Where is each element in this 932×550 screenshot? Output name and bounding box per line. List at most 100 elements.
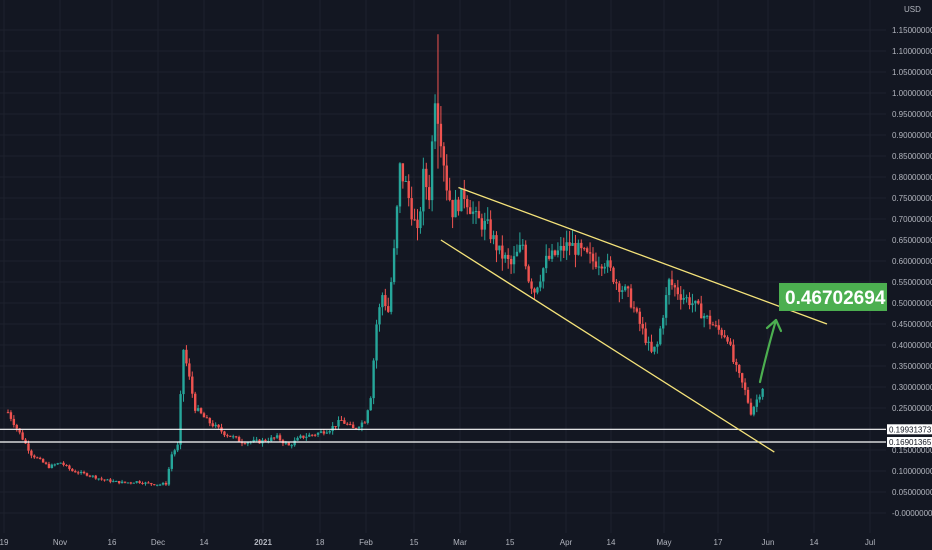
x-tick-label: 14 [810,538,819,547]
candle-body [416,219,419,229]
candle-body [392,248,396,283]
candle-body [272,437,276,439]
candle-body [694,300,697,304]
trendline[interactable] [458,186,828,325]
candle-body [430,141,434,201]
x-tick-label: Jun [762,538,775,547]
candle-body [676,287,680,295]
currency-label: USD [904,5,921,14]
candle-body [79,471,83,473]
candle-body [158,484,162,486]
candle-body [109,479,112,482]
candle-body [761,388,764,397]
candle-body [749,402,753,415]
candle-body [629,288,633,308]
candle-body [229,435,232,437]
y-tick-label: 0.65000000 [892,236,932,245]
candle-body [588,252,592,254]
x-tick-label: 2021 [254,538,272,547]
candle-body [94,475,97,479]
candle-body [97,478,100,480]
horizontal-levels[interactable]: 0.19931373 0.16901365 [0,424,932,448]
candle-body [103,479,106,481]
candle-body [653,346,656,352]
candle-body [44,462,48,464]
candle-body [650,341,653,352]
x-tick-label: May [656,538,671,547]
candle-body [179,394,182,445]
trendline[interactable] [440,239,775,453]
candle-body [30,450,33,456]
candle-body [226,435,229,437]
candle-body [755,399,758,407]
y-tick-label: 0.85000000 [892,152,932,161]
candle-body [50,464,54,468]
candle-body [91,475,95,477]
x-tick-label: Nov [53,538,67,547]
candle-body [217,424,220,428]
candle-body [720,329,723,336]
x-tick-label: Jul [865,538,875,547]
candle-body [74,471,77,473]
candle-body [483,220,486,230]
candle-body [670,279,674,286]
candle-body [673,285,677,288]
candle-body [141,483,144,485]
candle-body [623,286,627,291]
price-axis[interactable]: 1.15000000 1.10000000 1.05000000 1.00000000… [892,26,932,518]
candle-body [284,442,288,444]
trendlines[interactable] [440,186,828,453]
candle-body [126,482,130,484]
candle-body [106,479,109,481]
level-tag-label: 0.16901365 [889,438,932,447]
y-tick-label: 1.00000000 [892,89,932,98]
candle-body [738,364,741,374]
y-tick-label: 1.10000000 [892,47,932,56]
y-tick-label: 0.10000000 [892,467,932,476]
candle-body [360,422,364,428]
candle-body [656,344,659,347]
y-tick-label: 0.75000000 [892,194,932,203]
candle-body [419,211,422,229]
candle-body [527,266,530,282]
candle-body [6,412,10,414]
candle-body [117,480,121,484]
candle-body [205,417,209,419]
candle-body [732,344,735,363]
candle-body [580,242,583,249]
candle-body [752,406,756,415]
arrow-head-icon [765,318,783,333]
candle-body [199,408,203,414]
candle-body [88,475,92,477]
candle-body [334,426,337,428]
candle-body [621,290,624,292]
candle-body [68,465,71,469]
candle-body [565,242,568,251]
candle-body [425,168,428,188]
candle-body [27,443,30,451]
y-tick-label: 0.80000000 [892,173,932,182]
candle-body [328,431,331,433]
candle-body [223,431,226,436]
candles [6,34,764,487]
candle-body [454,199,457,218]
candle-body [340,420,343,422]
candle-body [711,324,715,326]
candle-body [194,393,197,411]
candle-body [659,328,662,345]
candle-body [202,413,206,418]
time-axis[interactable]: 19 Nov 16 Dec 14 2021 18 Feb 15 Mar 15 Apr 14 May 17 Ju… [0,538,875,547]
candle-body [442,146,446,166]
candle-body [343,420,346,424]
candle-body [153,484,156,486]
candle-body [489,219,492,240]
candle-body [82,471,86,474]
candle-body [439,123,443,147]
y-tick-label: 0.30000000 [892,383,932,392]
grid [0,0,886,533]
candle-body [539,281,542,288]
candle-body [606,260,609,267]
candle-body [585,248,589,253]
candle-body [255,439,258,441]
